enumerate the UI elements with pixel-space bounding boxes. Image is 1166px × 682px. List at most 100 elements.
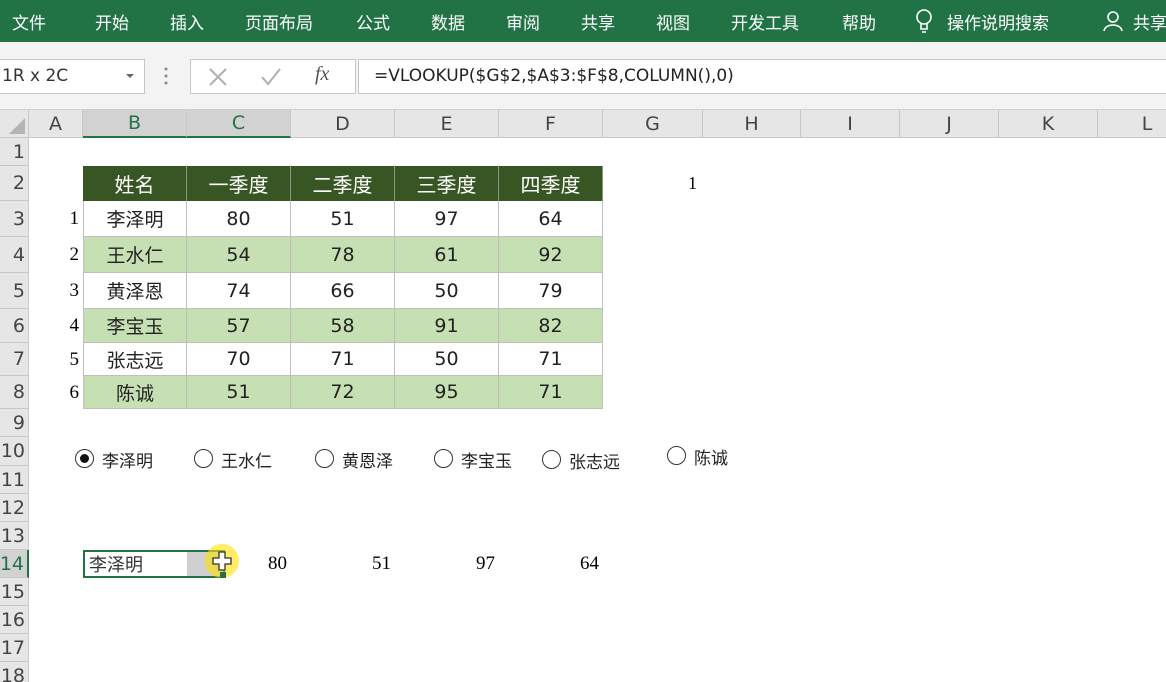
score-cell: 74 bbox=[187, 273, 291, 309]
lookup-value: 64 bbox=[580, 553, 599, 574]
ribbon-tab[interactable]: 插入 bbox=[170, 14, 204, 34]
splitter[interactable] bbox=[163, 66, 169, 86]
ribbon-tab[interactable]: 页面布局 bbox=[245, 14, 313, 34]
ribbon-tab[interactable]: 审阅 bbox=[506, 14, 540, 34]
radio-label[interactable]: 陈诚 bbox=[694, 449, 728, 469]
column-header[interactable]: L bbox=[1098, 110, 1166, 138]
name-cell: 黄泽恩 bbox=[83, 273, 187, 309]
row-index: 4 bbox=[69, 315, 80, 336]
lookup-value: 51 bbox=[372, 553, 391, 574]
row-header[interactable]: 9 bbox=[0, 409, 29, 437]
row-header[interactable]: 2 bbox=[0, 166, 29, 201]
row-header[interactable]: 18 bbox=[0, 662, 29, 682]
name-box[interactable]: 1R x 2C bbox=[0, 59, 145, 94]
ribbon-tab[interactable]: 公式 bbox=[356, 14, 390, 34]
person-icon bbox=[1103, 11, 1123, 32]
row-header[interactable]: 11 bbox=[0, 466, 29, 494]
row-index: 1 bbox=[69, 208, 80, 229]
score-cell: 50 bbox=[395, 273, 499, 309]
row-header[interactable]: 3 bbox=[0, 201, 29, 237]
column-header[interactable]: I bbox=[801, 110, 900, 138]
radio-label[interactable]: 张志远 bbox=[569, 453, 620, 473]
fill-handle[interactable] bbox=[220, 572, 228, 580]
row-header[interactable]: 6 bbox=[0, 309, 29, 343]
name-cell: 李泽明 bbox=[83, 201, 187, 237]
score-cell: 79 bbox=[499, 273, 603, 309]
radio-label[interactable]: 王水仁 bbox=[221, 452, 272, 472]
ribbon-tab[interactable]: 数据 bbox=[431, 14, 465, 34]
ribbon-tab[interactable]: 帮助 bbox=[842, 14, 876, 34]
column-header[interactable]: K bbox=[999, 110, 1098, 138]
search-box[interactable]: 操作说明搜索 bbox=[947, 14, 1049, 34]
formula-input[interactable]: =VLOOKUP($G$2,$A$3:$F$8,COLUMN(),0) bbox=[358, 59, 1166, 94]
radio-button[interactable] bbox=[75, 449, 94, 468]
ribbon-tab[interactable]: 文件 bbox=[12, 14, 46, 34]
score-cell: 70 bbox=[187, 343, 291, 376]
table-header-cell: 一季度 bbox=[187, 166, 291, 201]
row-header[interactable]: 10 bbox=[0, 437, 29, 466]
column-header[interactable]: E bbox=[395, 110, 499, 138]
column-header[interactable]: F bbox=[499, 110, 603, 138]
row-header[interactable]: 7 bbox=[0, 343, 29, 376]
row-header[interactable]: 5 bbox=[0, 273, 29, 309]
column-header[interactable]: D bbox=[291, 110, 395, 138]
row-index: 6 bbox=[69, 381, 80, 403]
ribbon-tab[interactable]: 共享 bbox=[581, 14, 615, 34]
row-header[interactable]: 17 bbox=[0, 634, 29, 662]
table-header-cell: 姓名 bbox=[83, 166, 187, 201]
radio-label[interactable]: 李泽明 bbox=[102, 452, 153, 472]
radio-button[interactable] bbox=[542, 450, 561, 469]
cell-cursor bbox=[212, 551, 232, 571]
radio-label[interactable]: 黄恩泽 bbox=[342, 452, 393, 472]
row-header[interactable]: 15 bbox=[0, 578, 29, 606]
dropdown-arrow[interactable] bbox=[125, 73, 135, 79]
lookup-value: 97 bbox=[476, 553, 495, 574]
ribbon-tab[interactable]: 开发工具 bbox=[731, 14, 799, 34]
column-header[interactable]: A bbox=[29, 110, 83, 138]
share-button[interactable]: 共享 bbox=[1133, 14, 1166, 34]
name-cell: 王水仁 bbox=[83, 237, 187, 273]
score-cell: 95 bbox=[395, 376, 499, 409]
cancel-confirm-icons[interactable] bbox=[208, 67, 288, 87]
row-header[interactable]: 14 bbox=[0, 550, 29, 578]
row-header[interactable]: 4 bbox=[0, 237, 29, 273]
score-cell: 97 bbox=[395, 201, 499, 237]
radio-button[interactable] bbox=[434, 449, 453, 468]
row-header[interactable]: 13 bbox=[0, 522, 29, 550]
row-index: 2 bbox=[69, 244, 80, 265]
radio-dot bbox=[79, 453, 89, 463]
row-header[interactable]: 16 bbox=[0, 606, 29, 634]
row-index: 5 bbox=[69, 348, 80, 370]
column-header[interactable]: J bbox=[900, 110, 999, 138]
fx-button[interactable]: fx bbox=[315, 63, 330, 85]
row-header[interactable]: 12 bbox=[0, 494, 29, 522]
ribbon-bar bbox=[0, 0, 1166, 42]
name-cell: 陈诚 bbox=[83, 376, 187, 409]
row-header[interactable]: 1 bbox=[0, 138, 29, 166]
score-cell: 92 bbox=[499, 237, 603, 273]
column-header[interactable]: C bbox=[187, 110, 291, 138]
score-cell: 72 bbox=[291, 376, 395, 409]
radio-button[interactable] bbox=[667, 446, 686, 465]
column-header[interactable]: H bbox=[703, 110, 801, 138]
score-cell: 71 bbox=[291, 343, 395, 376]
score-cell: 71 bbox=[499, 343, 603, 376]
radio-button[interactable] bbox=[194, 449, 213, 468]
column-header[interactable]: G bbox=[603, 110, 703, 138]
row-header[interactable]: 8 bbox=[0, 376, 29, 409]
score-cell: 71 bbox=[499, 376, 603, 409]
radio-label[interactable]: 李宝玉 bbox=[461, 452, 512, 472]
select-all-triangle[interactable] bbox=[8, 117, 26, 135]
table-header-cell: 四季度 bbox=[499, 166, 603, 201]
column-header[interactable]: B bbox=[83, 110, 187, 138]
score-cell: 61 bbox=[395, 237, 499, 273]
lookup-value: 80 bbox=[268, 553, 287, 574]
radio-button[interactable] bbox=[315, 449, 334, 468]
score-cell: 80 bbox=[187, 201, 291, 237]
name-cell: 张志远 bbox=[83, 343, 187, 376]
bulb-icon bbox=[916, 9, 932, 33]
ribbon-tab[interactable]: 开始 bbox=[95, 14, 129, 34]
ribbon-tab[interactable]: 视图 bbox=[656, 14, 690, 34]
score-cell: 51 bbox=[187, 376, 291, 409]
name-cell: 李宝玉 bbox=[83, 309, 187, 343]
